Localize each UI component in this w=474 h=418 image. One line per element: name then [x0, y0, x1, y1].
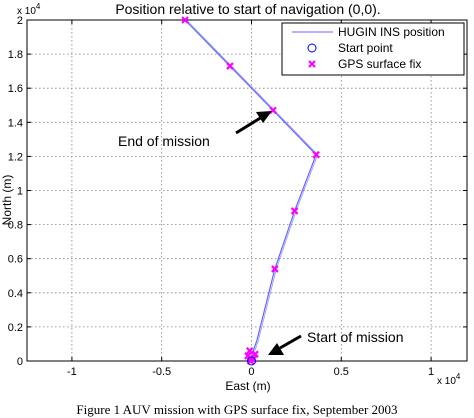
y-tick-label: 0.4 [8, 288, 23, 300]
annotation-end-of-mission: End of mission [118, 133, 210, 149]
x-tick-label: 0 [248, 366, 254, 378]
gps-fix-point [246, 357, 255, 365]
gps-fix-point [269, 106, 277, 115]
y-tick-label: 1.2 [8, 151, 23, 163]
x-exponent-label: x 104 [437, 372, 461, 387]
start-point-marker [246, 356, 256, 366]
gps-fix-stroke [246, 357, 255, 365]
y-tick-label: 1.4 [8, 117, 23, 129]
legend-swatch-start-circle [307, 43, 317, 53]
y-exponent-label: x 104 [17, 2, 41, 17]
y-tick-label: 0.2 [8, 322, 23, 334]
gps-fix-point [271, 265, 279, 273]
gps-fix-point [244, 352, 252, 360]
legend-label-start: Start point [338, 41, 393, 55]
gps-fix-stroke [251, 350, 259, 358]
x-tick-label: 0.5 [334, 366, 349, 378]
figure-caption: Figure 1 AUV mission with GPS surface fi… [76, 402, 397, 417]
gps-fix-stroke [245, 346, 254, 355]
gps-fix-point [245, 346, 254, 355]
x-tick-label: -1 [67, 366, 77, 378]
gps-fix-stroke [269, 106, 277, 115]
arrow-start-of-mission [268, 334, 302, 355]
legend-swatch-gps-x [308, 60, 316, 68]
x-tick-label: -0.5 [152, 366, 171, 378]
gps-fix-point [226, 62, 234, 70]
y-tick-label: 2 [17, 15, 23, 27]
gps-fix-stroke [244, 352, 252, 360]
x-axis-label: East (m) [225, 379, 270, 393]
gps-fix-point [251, 350, 259, 358]
series-layer [181, 16, 320, 366]
gps-fix-point [181, 16, 189, 24]
y-tick-label: 0.6 [8, 254, 23, 266]
y-tick-label: 1.6 [8, 83, 23, 95]
legend-label-ins: HUGIN INS position [338, 25, 445, 39]
gps-fix-point [290, 207, 299, 215]
gps-fix-point [312, 150, 320, 159]
gps-fix-stroke [290, 207, 299, 215]
y-tick-label: 1.8 [8, 49, 23, 61]
arrow-end-of-mission [235, 111, 272, 135]
legend: HUGIN INS position Start point GPS surfa… [281, 22, 465, 76]
gps-fix-stroke [226, 62, 234, 70]
axis-ticks: -1 -0.5 0 0.5 1 0 0.2 0.4 0.6 0.8 1 1.2 1.4 1.6 1.8 2 [8, 15, 467, 378]
gps-fix-stroke [271, 265, 279, 273]
y-axis-label: North (m) [0, 175, 14, 226]
annotation-start-of-mission: Start of mission [307, 329, 403, 345]
y-tick-label: 0 [17, 356, 23, 368]
x-tick-label: 1 [428, 366, 434, 378]
gps-fix-stroke [181, 16, 189, 24]
y-tick-label: 0.8 [8, 220, 23, 232]
legend-label-gps: GPS surface fix [338, 57, 421, 71]
y-tick-label: 1 [17, 186, 23, 198]
gps-fix-stroke [312, 150, 320, 159]
chart-title: Position relative to start of navigation… [115, 1, 380, 17]
